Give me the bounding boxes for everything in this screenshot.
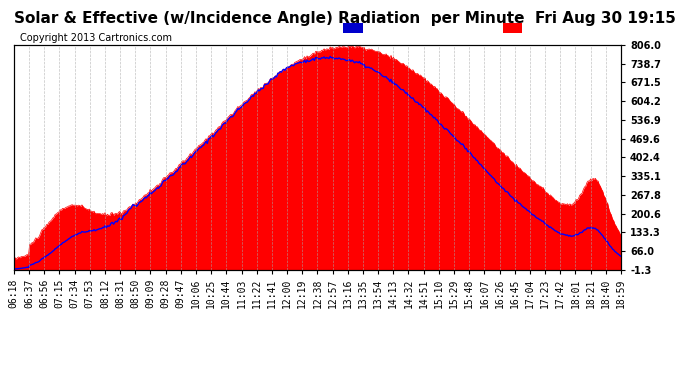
Text: Copyright 2013 Cartronics.com: Copyright 2013 Cartronics.com: [20, 33, 172, 43]
Legend: Radiation (Effective w/m2), Radiation (w/m2): Radiation (Effective w/m2), Radiation (w…: [341, 21, 616, 35]
Text: Solar & Effective (w/Incidence Angle) Radiation  per Minute  Fri Aug 30 19:15: Solar & Effective (w/Incidence Angle) Ra…: [14, 11, 676, 26]
